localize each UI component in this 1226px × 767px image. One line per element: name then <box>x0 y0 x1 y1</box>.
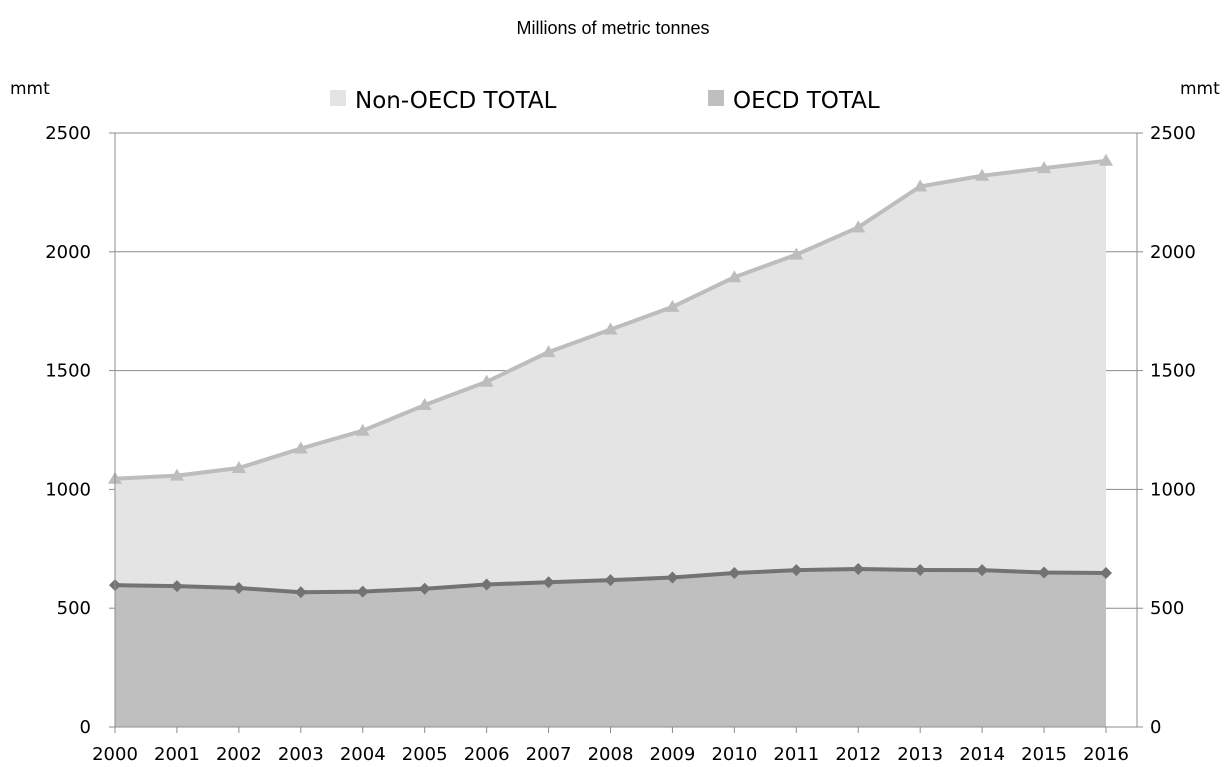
marker-non-oecd-2015 <box>1037 161 1052 174</box>
x-tick-label-2016: 2016 <box>1083 744 1129 765</box>
marker-non-oecd-2010 <box>727 270 742 283</box>
x-tick-label-2009: 2009 <box>650 744 696 765</box>
x-tick-label-2012: 2012 <box>835 744 881 765</box>
marker-oecd-2015 <box>1038 566 1051 579</box>
area-fills <box>115 160 1106 727</box>
left-tick-label-2000: 2000 <box>45 242 91 263</box>
legend-swatch-oecd <box>708 90 724 106</box>
marker-oecd-2013 <box>914 563 927 576</box>
marker-non-oecd-2008 <box>603 322 618 335</box>
right-tick-label-2500: 2500 <box>1150 123 1196 144</box>
x-tick-label-2003: 2003 <box>278 744 324 765</box>
legend-swatch-non-oecd <box>330 90 346 106</box>
x-tick-label-2011: 2011 <box>773 744 819 765</box>
marker-oecd-2010 <box>728 567 741 580</box>
x-tick-label-2000: 2000 <box>92 744 138 765</box>
legend-label-non-oecd: Non-OECD TOTAL <box>355 88 557 114</box>
marker-oecd-2004 <box>356 585 369 598</box>
series-markers <box>108 153 1113 599</box>
left-tick-label-2500: 2500 <box>45 123 91 144</box>
marker-non-oecd-2006 <box>479 374 494 387</box>
marker-non-oecd-2003 <box>293 441 308 454</box>
left-tick-label-500: 500 <box>57 598 91 619</box>
marker-non-oecd-2001 <box>169 468 184 481</box>
right-tick-label-2000: 2000 <box>1150 242 1196 263</box>
marker-non-oecd-2005 <box>417 398 432 411</box>
area-oecd <box>115 568 1106 727</box>
left-axis-unit: mmt <box>10 79 50 99</box>
marker-non-oecd-2013 <box>913 179 928 192</box>
marker-non-oecd-2009 <box>665 299 680 312</box>
right-tick-label-500: 500 <box>1150 598 1184 619</box>
x-tick-label-2008: 2008 <box>588 744 634 765</box>
left-tick-label-1500: 1500 <box>45 361 91 382</box>
right-axis-unit: mmt <box>1180 79 1220 99</box>
x-tick-label-2005: 2005 <box>402 744 448 765</box>
marker-non-oecd-2002 <box>231 461 246 474</box>
x-tick-label-2007: 2007 <box>526 744 572 765</box>
marker-oecd-2009 <box>666 571 679 584</box>
marker-non-oecd-2012 <box>851 220 866 233</box>
marker-oecd-2011 <box>790 564 803 577</box>
chart-title: Millions of metric tonnes <box>516 18 709 38</box>
x-tick-label-2004: 2004 <box>340 744 386 765</box>
marker-oecd-2005 <box>418 582 431 595</box>
x-tick-label-2013: 2013 <box>897 744 943 765</box>
marker-oecd-2008 <box>604 574 617 587</box>
legend-label-oecd: OECD TOTAL <box>733 88 880 114</box>
x-tick-label-2015: 2015 <box>1021 744 1067 765</box>
tick-labels: 0 0 500 500 1000 1000 1500 1500 2000 2000 2500 2500… <box>45 123 1196 765</box>
marker-non-oecd-2004 <box>355 423 370 436</box>
marker-oecd-2002 <box>232 582 245 595</box>
right-tick-label-1500: 1500 <box>1150 361 1196 382</box>
x-tick-label-2002: 2002 <box>216 744 262 765</box>
right-tick-label-0: 0 <box>1150 717 1161 738</box>
x-tick-label-2001: 2001 <box>154 744 200 765</box>
marker-oecd-2016 <box>1100 567 1112 580</box>
x-tick-label-2014: 2014 <box>959 744 1005 765</box>
marker-non-oecd-2016 <box>1099 153 1113 166</box>
axes <box>109 132 1143 733</box>
left-tick-label-1000: 1000 <box>45 479 91 500</box>
right-tick-label-1000: 1000 <box>1150 479 1196 500</box>
x-tick-label-2010: 2010 <box>711 744 757 765</box>
marker-non-oecd-2011 <box>789 247 804 260</box>
marker-oecd-2006 <box>480 578 493 591</box>
marker-oecd-2003 <box>294 586 307 599</box>
marker-non-oecd-2007 <box>541 345 556 358</box>
marker-oecd-2014 <box>976 564 989 577</box>
marker-non-oecd-2014 <box>975 168 990 181</box>
marker-oecd-2012 <box>852 562 865 575</box>
marker-oecd-2001 <box>170 580 183 593</box>
marker-oecd-2007 <box>542 576 555 589</box>
legend: Non-OECD TOTAL OECD TOTAL <box>330 88 880 114</box>
x-tick-label-2006: 2006 <box>464 744 510 765</box>
left-tick-label-0: 0 <box>80 717 91 738</box>
